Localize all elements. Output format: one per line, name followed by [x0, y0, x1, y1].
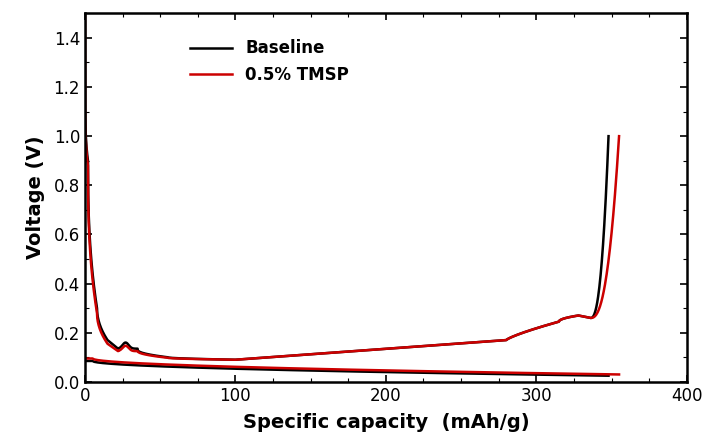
0.5% TMSP: [525, 328, 534, 333]
0.5% TMSP: [365, 347, 374, 353]
Baseline: [91, 293, 99, 298]
Baseline: [81, 11, 89, 16]
Baseline: [467, 340, 476, 345]
Legend: Baseline, 0.5% TMSP: Baseline, 0.5% TMSP: [183, 33, 355, 91]
0.5% TMSP: [451, 341, 459, 346]
0.5% TMSP: [231, 357, 239, 362]
0.5% TMSP: [615, 134, 623, 139]
Line: Baseline: Baseline: [85, 13, 609, 360]
Baseline: [605, 134, 613, 139]
X-axis label: Specific capacity  (mAh/g): Specific capacity (mAh/g): [243, 413, 529, 432]
Baseline: [85, 228, 93, 233]
0.5% TMSP: [222, 357, 231, 362]
Y-axis label: Voltage (V): Voltage (V): [26, 136, 45, 259]
0.5% TMSP: [105, 343, 114, 348]
Baseline: [569, 314, 577, 319]
Line: 0.5% TMSP: 0.5% TMSP: [85, 13, 619, 360]
Baseline: [508, 334, 516, 340]
0.5% TMSP: [123, 344, 132, 349]
0.5% TMSP: [81, 11, 89, 16]
Baseline: [593, 298, 602, 303]
Baseline: [231, 357, 239, 362]
